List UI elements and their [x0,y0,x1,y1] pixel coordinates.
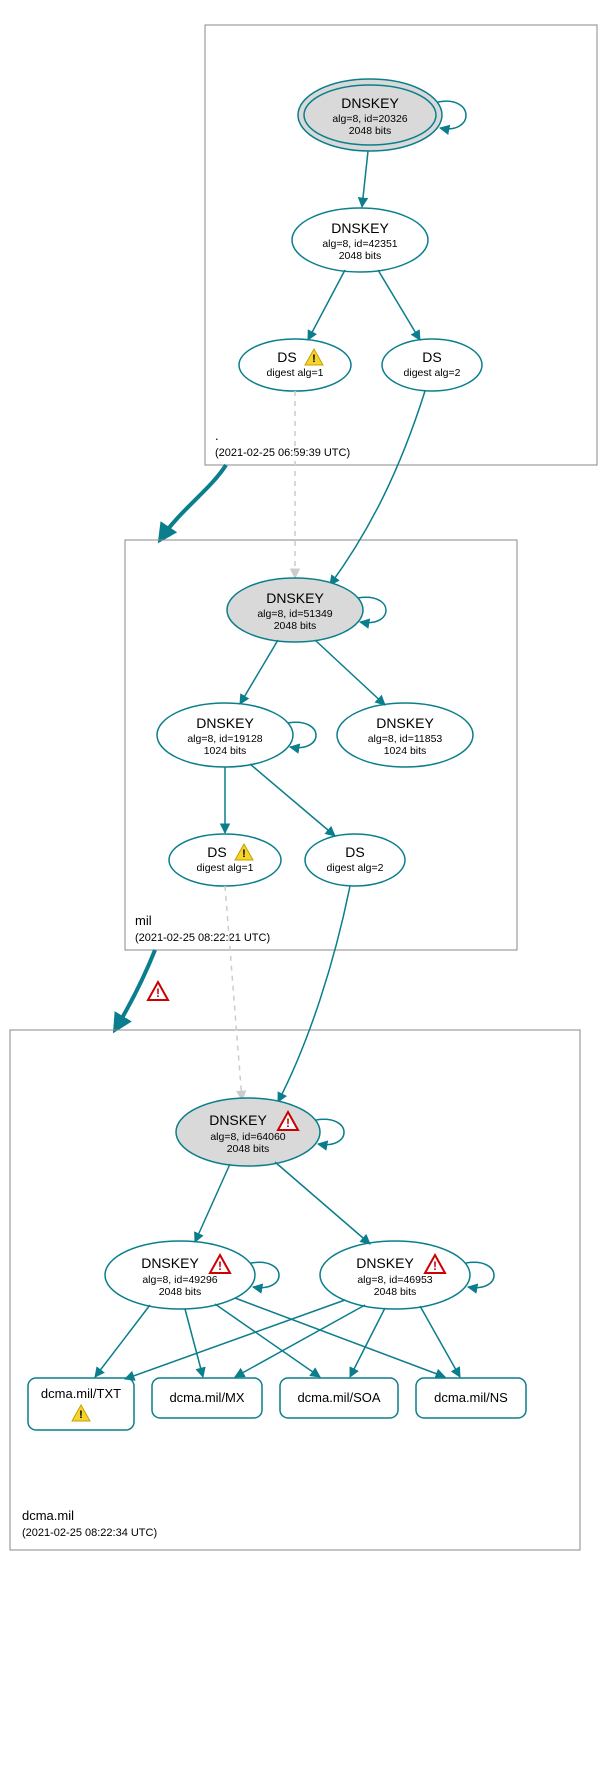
edge [275,1162,370,1244]
node-sub2: 2048 bits [159,1286,202,1298]
node-sub1: digest alg=1 [267,367,324,379]
node-sub2: 1024 bits [204,745,247,757]
record-mx: dcma.mil/MX [152,1378,262,1418]
svg-text:!: ! [79,1409,83,1421]
edge [125,1300,345,1379]
node-mil-ds2: DS digest alg=2 [305,834,405,886]
edge [420,1306,460,1377]
node-sub2: 2048 bits [349,125,392,137]
node-title: DNSKEY [376,715,434,731]
node-sub1: digest alg=2 [404,367,461,379]
node-title: DS [277,349,296,365]
node-sub2: 2048 bits [274,620,317,632]
record-txt: dcma.mil/TXT ! [28,1378,134,1430]
dnssec-diagram: . (2021-02-25 06:59:39 UTC) DNSKEY alg=8… [0,0,607,1786]
record-label: dcma.mil/SOA [297,1390,380,1405]
node-sub2: 1024 bits [384,745,427,757]
edge [250,764,335,836]
node-sub1: alg=8, id=19128 [187,733,262,745]
node-title: DNSKEY [209,1112,267,1128]
edge [195,1164,230,1242]
node-dcma-dnskey-49296: DNSKEY alg=8, id=49296 2048 bits ! [105,1241,255,1309]
node-mil-dnskey-11853: DNSKEY alg=8, id=11853 1024 bits [337,703,473,767]
edge [185,1309,203,1377]
edge-zone-mil-dcma [115,950,155,1030]
node-sub1: alg=8, id=46953 [357,1274,432,1286]
svg-text:!: ! [156,986,160,1000]
svg-text:!: ! [433,1259,437,1273]
node-title: DNSKEY [331,220,389,236]
node-title: DS [207,844,226,860]
node-dcma-dnskey-64060: DNSKEY alg=8, id=64060 2048 bits ! [176,1098,320,1166]
node-title: DNSKEY [356,1255,414,1271]
node-sub1: alg=8, id=49296 [142,1274,217,1286]
node-root-ds1: DS digest alg=1 ! [239,339,351,391]
node-mil-dnskey-51349: DNSKEY alg=8, id=51349 2048 bits [227,578,363,642]
edge-dashed [225,886,242,1100]
node-root-dnskey-42351: DNSKEY alg=8, id=42351 2048 bits [292,208,428,272]
record-label: dcma.mil/NS [434,1390,508,1405]
edge [95,1305,150,1377]
edge [362,151,368,207]
edge [235,1298,445,1377]
node-sub2: 2048 bits [227,1143,270,1155]
edge [330,391,425,585]
node-title: DS [422,349,441,365]
node-sub1: digest alg=1 [197,862,254,874]
error-icon: ! [148,982,168,1000]
zone-mil-label: mil [135,913,152,928]
node-title: DNSKEY [341,95,399,111]
edge [308,270,345,340]
zone-dcma-timestamp: (2021-02-25 08:22:34 UTC) [22,1527,157,1539]
node-mil-dnskey-19128: DNSKEY alg=8, id=19128 1024 bits [157,703,293,767]
edge [278,886,350,1102]
record-ns: dcma.mil/NS [416,1378,526,1418]
node-mil-ds1: DS digest alg=1 ! [169,834,281,886]
edge [378,270,420,340]
node-sub1: alg=8, id=51349 [257,608,332,620]
edge-zone-root-mil [160,465,226,540]
record-label: dcma.mil/MX [169,1390,244,1405]
svg-text:!: ! [286,1116,290,1130]
node-sub1: digest alg=2 [327,862,384,874]
node-title: DNSKEY [266,590,324,606]
node-title: DNSKEY [141,1255,199,1271]
edge [240,640,278,704]
node-title: DS [345,844,364,860]
node-root-dnskey-20326: DNSKEY alg=8, id=20326 2048 bits [298,79,442,151]
zone-dcma-label: dcma.mil [22,1508,74,1523]
svg-text:!: ! [312,353,316,365]
node-sub1: alg=8, id=11853 [368,733,443,745]
zone-root-label: . [215,428,219,443]
node-sub1: alg=8, id=64060 [210,1131,285,1143]
node-sub1: alg=8, id=20326 [332,113,407,125]
record-soa: dcma.mil/SOA [280,1378,398,1418]
node-sub1: alg=8, id=42351 [322,238,397,250]
svg-text:!: ! [218,1259,222,1273]
edge [315,640,385,705]
node-sub2: 2048 bits [339,250,382,262]
record-label: dcma.mil/TXT [41,1386,121,1401]
zone-root-timestamp: (2021-02-25 06:59:39 UTC) [215,447,350,459]
svg-text:!: ! [242,848,246,860]
node-dcma-dnskey-46953: DNSKEY alg=8, id=46953 2048 bits ! [320,1241,470,1309]
zone-mil-timestamp: (2021-02-25 08:22:21 UTC) [135,932,270,944]
node-title: DNSKEY [196,715,254,731]
node-root-ds2: DS digest alg=2 [382,339,482,391]
node-sub2: 2048 bits [374,1286,417,1298]
